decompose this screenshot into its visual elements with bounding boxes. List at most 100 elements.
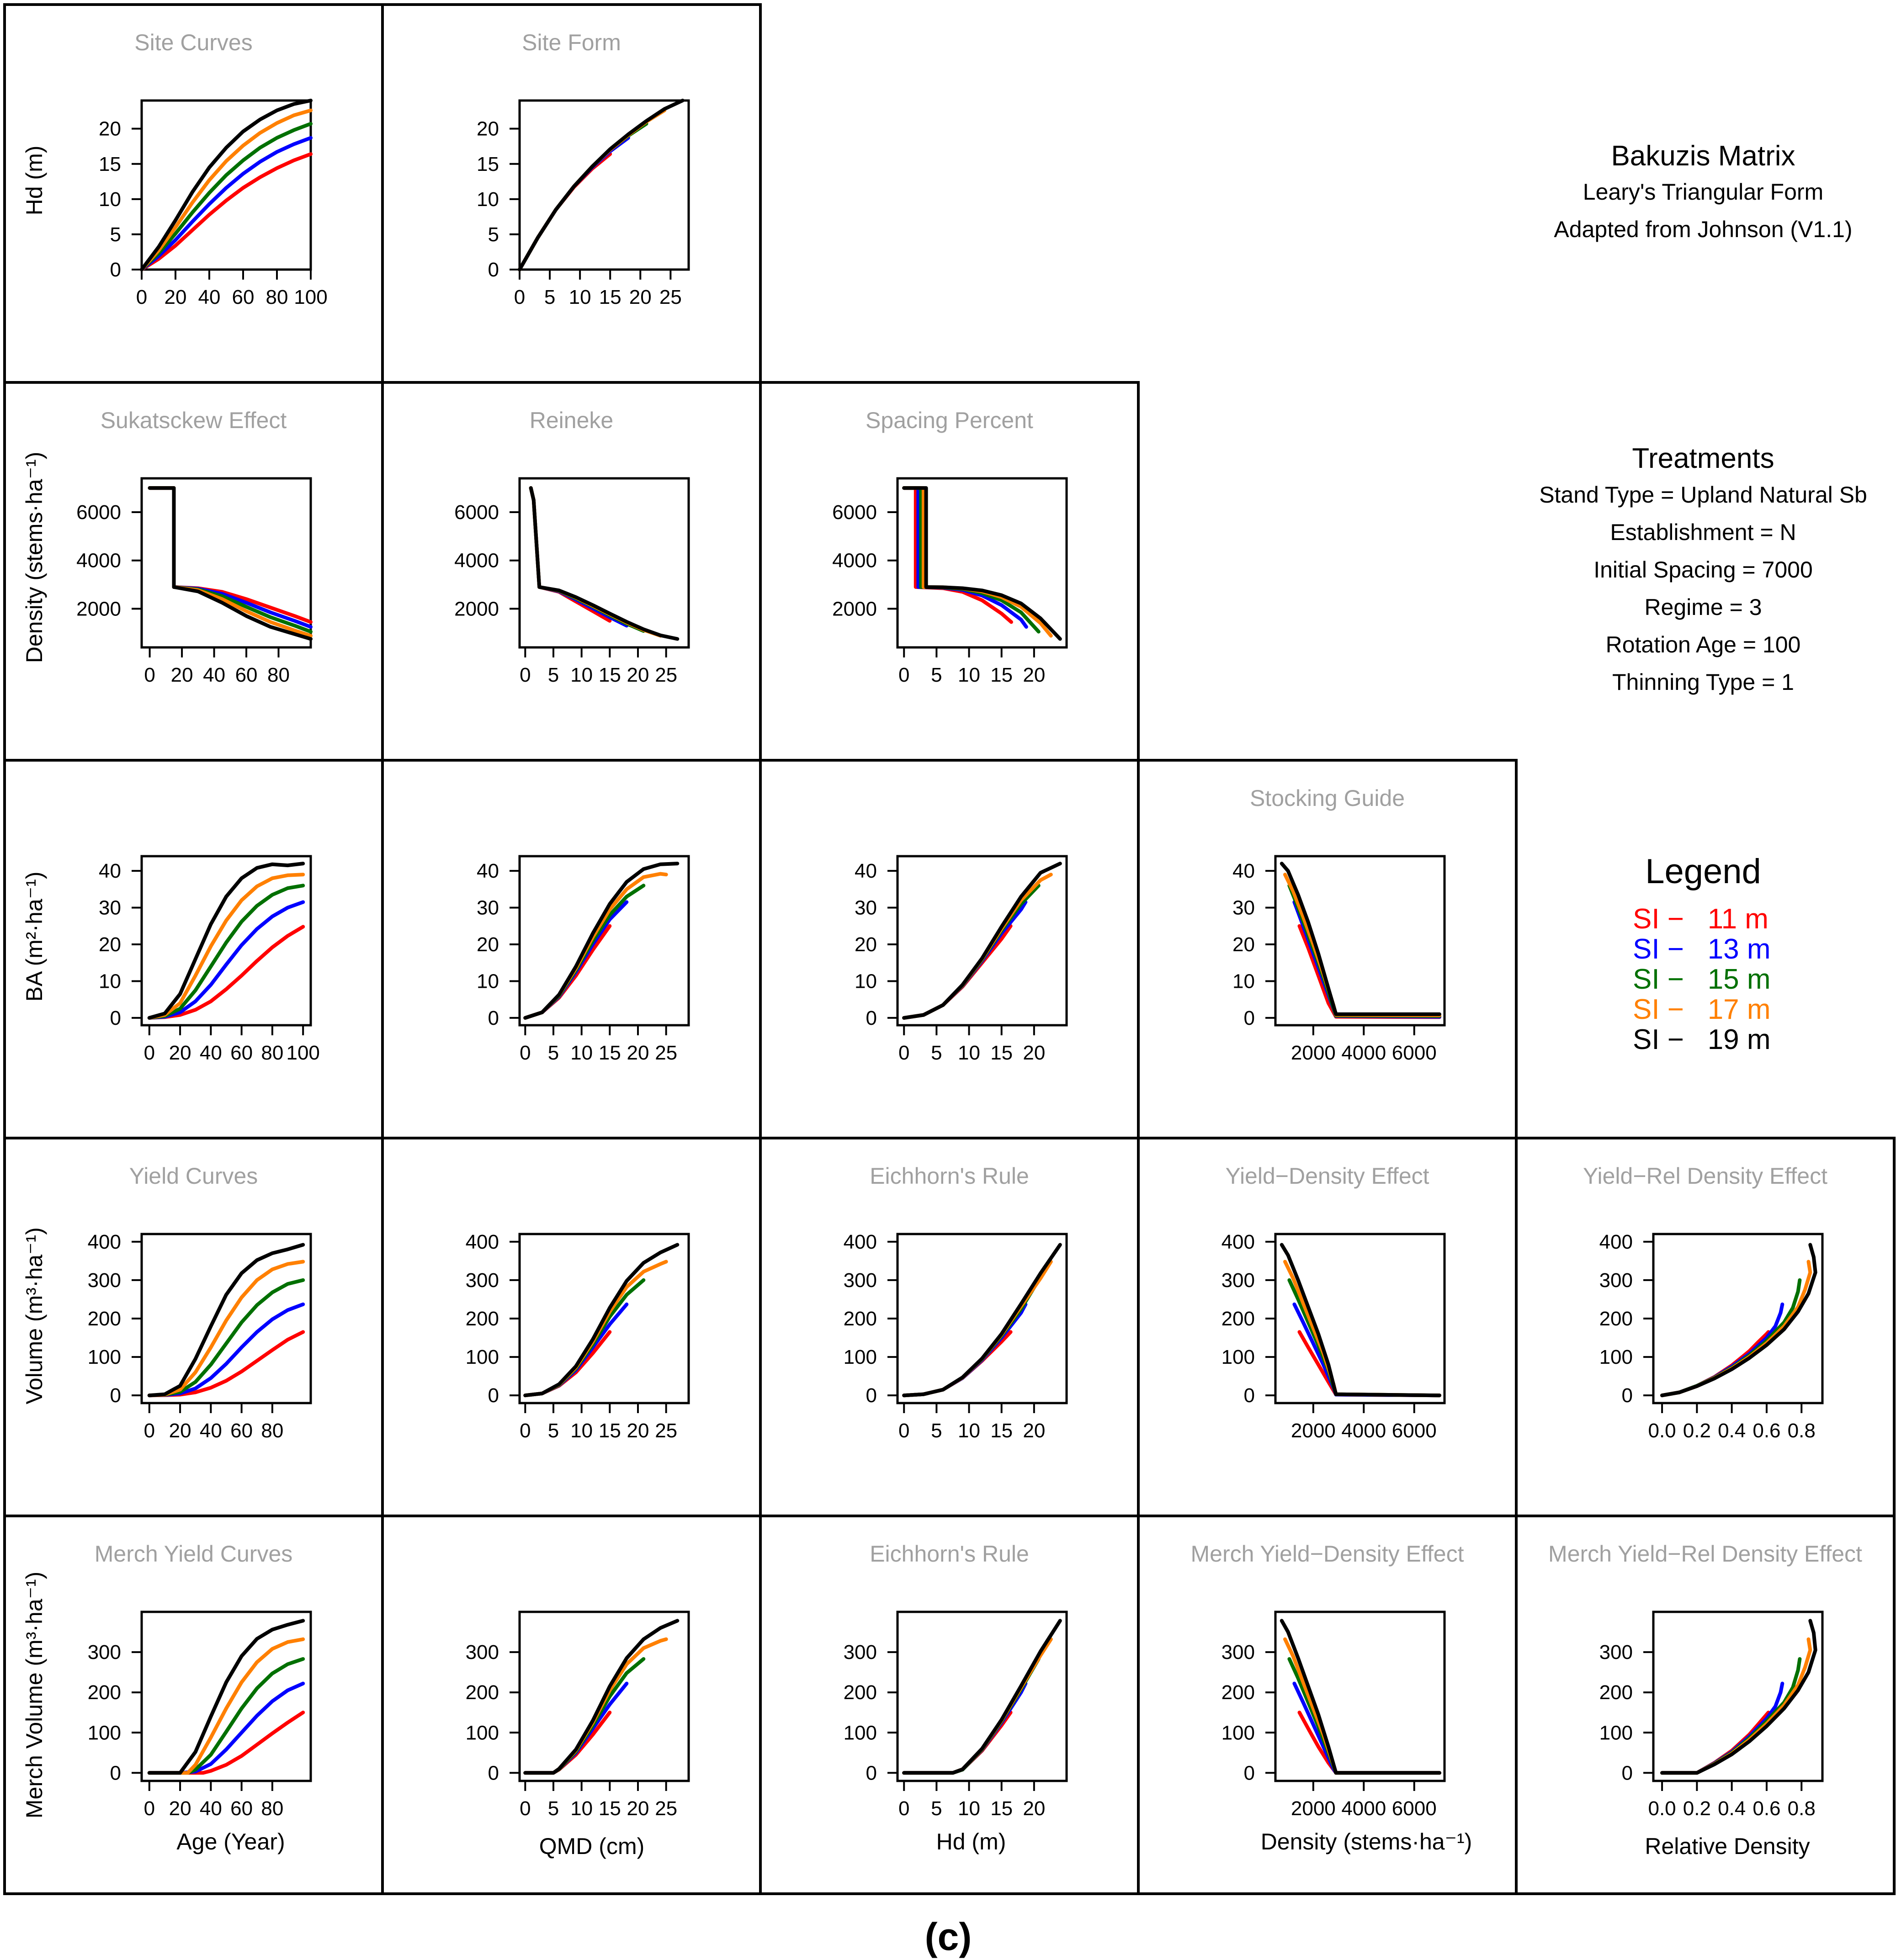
x-tick-label: 40 [203, 664, 225, 686]
series-line-si-17-m [147, 1637, 305, 1775]
series-line-si-19-m [518, 99, 685, 271]
treatment-line: Thinning Type = 1 [1612, 669, 1794, 695]
x-tick-label: 4000 [1341, 1042, 1386, 1064]
x-tick-label: 20 [629, 286, 652, 308]
y-axis-label-basal-area: BA (m²·ha⁻¹) [21, 872, 47, 1002]
series-line-si-11-m [1660, 1330, 1770, 1398]
y-tick-label: 0 [866, 1762, 877, 1784]
chart-panel: Merch Yield−Density Effect 2000 4000 6000 0 1… [1191, 1541, 1464, 1820]
panel-title: Yield Curves [129, 1163, 258, 1189]
series-line-si-19-m [147, 1243, 305, 1398]
y-tick-label: 20 [477, 933, 499, 956]
x-tick-label: 40 [200, 1042, 222, 1064]
y-tick-label: 20 [99, 118, 121, 140]
legend-heading: Legend [1645, 852, 1761, 891]
y-tick-label: 5 [488, 223, 499, 246]
x-tick-label: 20 [627, 1042, 649, 1064]
plot-area-box [896, 477, 1068, 649]
y-tick-label: 100 [844, 1722, 877, 1744]
treatment-line: Rotation Age = 100 [1606, 632, 1801, 657]
y-tick-label: 100 [88, 1722, 121, 1744]
series-line-si-19-m [1660, 1619, 1817, 1775]
treatments-heading: Treatments [1632, 443, 1774, 474]
chart-panel: Yield−Rel Density Effect 0.0 0.2 0.4 0.6 0.8 0… [1583, 1163, 1827, 1442]
series-line-si-17-m [147, 1260, 305, 1398]
series-line-si-19-m [523, 1243, 680, 1398]
x-tick-label: 20 [169, 1797, 191, 1820]
series-line-si-19-m [147, 1619, 305, 1775]
x-tick-label: 15 [599, 286, 621, 308]
y-tick-label: 40 [477, 860, 499, 882]
y-tick-label: 0 [488, 259, 499, 281]
x-tick-label: 0.0 [1648, 1797, 1676, 1820]
x-tick-label: 40 [200, 1420, 222, 1442]
x-tick-label: 25 [655, 1042, 677, 1064]
panel-frame [381, 1137, 762, 1517]
panel-title: Yield−Density Effect [1225, 1163, 1429, 1189]
y-tick-label: 0 [866, 1384, 877, 1407]
plot-area-box [518, 99, 690, 271]
chart-panel: 0 20 40 60 80 100 0 10 20 30 40 [99, 855, 320, 1064]
treatment-line: Establishment = N [1610, 519, 1796, 545]
y-tick-label: 40 [99, 860, 121, 882]
series-line-si-15-m [1287, 1657, 1441, 1775]
y-tick-label: 10 [99, 970, 121, 992]
y-tick-label: 300 [844, 1269, 877, 1292]
plot-area-box [896, 855, 1068, 1027]
x-tick-label: 0 [520, 1042, 531, 1064]
x-axis-label-height: Hd (m) [936, 1829, 1006, 1854]
series-line-si-19-m [147, 862, 305, 1020]
y-tick-label: 30 [99, 897, 121, 919]
info-block: Bakuzis Matrix Leary's Triangular Form A… [1554, 140, 1852, 242]
y-tick-label: 100 [1599, 1722, 1633, 1744]
series-line-si-11-m [529, 486, 612, 623]
chart-panel: Spacing Percent 0 5 10 15 20 2000 4000 6000 [832, 408, 1068, 686]
x-tick-label: 0 [144, 664, 155, 686]
legend-entry-si-15: SI − 15 m [1633, 964, 1771, 995]
y-tick-label: 100 [466, 1722, 499, 1744]
series-line-si-17-m [518, 108, 667, 271]
panel-frame [381, 759, 762, 1139]
y-tick-label: 0 [1244, 1762, 1255, 1784]
series-line-si-19-m [902, 862, 1062, 1020]
x-tick-label: 0.0 [1648, 1420, 1676, 1442]
y-tick-label: 2000 [832, 598, 877, 620]
x-tick-label: 25 [655, 1797, 677, 1820]
treatment-line: Stand Type = Upland Natural Sb [1539, 482, 1867, 508]
x-axis-label-density: Density (stems·ha⁻¹) [1261, 1829, 1472, 1854]
series-line-si-19-m [902, 1243, 1062, 1398]
panel-frame [3, 381, 384, 762]
x-tick-label: 10 [958, 1420, 980, 1442]
x-tick-label: 60 [235, 664, 258, 686]
series-line-si-13-m [902, 1681, 1028, 1775]
x-tick-label: 20 [1023, 1042, 1045, 1064]
panel-title: Merch Yield−Rel Density Effect [1548, 1541, 1862, 1567]
plot-area-box [140, 855, 312, 1027]
series-line-si-15-m [147, 884, 305, 1020]
y-tick-label: 200 [1599, 1308, 1633, 1330]
x-tick-label: 2000 [1291, 1042, 1336, 1064]
x-tick-label: 0.6 [1753, 1797, 1780, 1820]
series-line-si-19-m [523, 862, 680, 1020]
y-tick-label: 6000 [76, 501, 121, 524]
series-line-si-19-m [902, 1619, 1062, 1775]
x-tick-label: 5 [548, 1420, 559, 1442]
x-tick-label: 15 [599, 1420, 621, 1442]
x-tick-label: 5 [931, 1042, 942, 1064]
series-line-si-19-m [140, 99, 313, 271]
x-tick-label: 60 [230, 1042, 253, 1064]
series-line-si-15-m [140, 122, 313, 271]
series-line-si-19-m [1280, 862, 1441, 1016]
series-line-si-15-m [902, 1278, 1041, 1398]
y-tick-label: 300 [1599, 1641, 1633, 1663]
plot-area-box [1274, 855, 1446, 1027]
x-tick-label: 10 [570, 1797, 593, 1820]
plot-area-box [1274, 1610, 1446, 1782]
y-tick-label: 400 [844, 1231, 877, 1253]
x-tick-label: 5 [548, 1797, 559, 1820]
series-line-si-19-m [1660, 1243, 1817, 1398]
plot-area-box [140, 99, 312, 271]
y-tick-label: 20 [477, 118, 499, 140]
panel-frame [1515, 1137, 1896, 1517]
